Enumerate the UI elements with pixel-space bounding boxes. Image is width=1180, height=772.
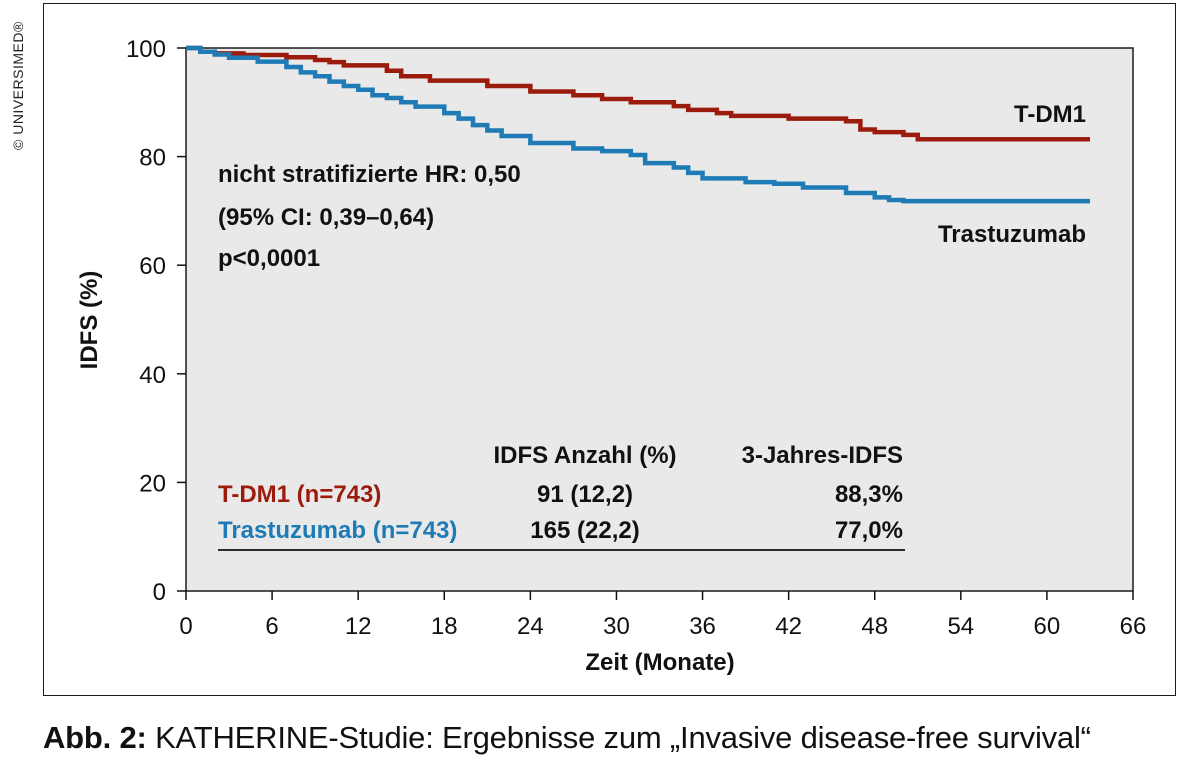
caption-text: KATHERINE-Studie: Ergebnisse zum „Invasi… [155,720,1091,755]
series-line-t-dm1 [186,45,1090,142]
plot-area [185,47,1134,592]
table-row-tdm1-events: 91 (12,2) [537,481,633,508]
copyright-text: © UNIVERSIMED® [10,21,26,150]
x-tick-label: 30 [603,613,630,640]
p-value-annotation: p<0,0001 [218,245,320,272]
hr-annotation: nicht stratifizierte HR: 0,50 [218,161,521,188]
series-line-trastuzumab [186,45,1090,204]
y-axis: 0 20 40 60 80 100 [126,36,186,606]
x-tick-label: 12 [345,613,372,640]
survival-chart: 0 20 40 60 80 100 0 6 12 18 24 30 36 42 48 54 60 66 IDFS… [76,36,1146,676]
x-axis-label: Zeit (Monate) [585,649,734,676]
x-axis: 0 6 12 18 24 30 36 42 48 54 60 66 [179,591,1146,640]
y-tick-label: 100 [126,36,166,63]
x-tick-label: 54 [947,613,974,640]
table-row-trastuzumab-idfs3: 77,0% [835,517,903,544]
x-tick-label: 24 [517,613,544,640]
figure-caption: Abb. 2: KATHERINE-Studie: Ergebnisse zum… [43,718,1091,758]
caption-label: Abb. 2: [43,720,147,755]
table-row-trastuzumab-events: 165 (22,2) [530,517,639,544]
y-axis-label: IDFS (%) [76,271,103,370]
ci-annotation: (95% CI: 0,39–0,64) [218,204,434,231]
x-tick-label: 18 [431,613,458,640]
table-header-events: IDFS Anzahl (%) [493,442,676,469]
y-tick-label: 40 [139,362,166,389]
x-tick-label: 6 [265,613,278,640]
table-header-idfs3: 3-Jahres-IDFS [742,442,903,469]
x-tick-label: 42 [775,613,802,640]
series-label-trastuzumab: Trastuzumab [938,221,1086,248]
table-row-trastuzumab-label: Trastuzumab (n=743) [218,517,457,544]
table-row-tdm1-label: T-DM1 (n=743) [218,481,381,508]
copyright-notice: © UNIVERSIMED® [10,21,26,150]
y-tick-label: 60 [139,253,166,280]
y-tick-label: 0 [153,579,166,606]
x-tick-label: 48 [861,613,888,640]
series-layer [186,45,1090,204]
x-tick-label: 66 [1120,613,1147,640]
series-label-tdm1: T-DM1 [1014,101,1086,128]
x-tick-label: 0 [179,613,192,640]
x-tick-label: 60 [1034,613,1061,640]
x-tick-label: 36 [689,613,716,640]
y-tick-label: 80 [139,145,166,172]
table-row-tdm1-idfs3: 88,3% [835,481,903,508]
y-tick-label: 20 [139,470,166,497]
